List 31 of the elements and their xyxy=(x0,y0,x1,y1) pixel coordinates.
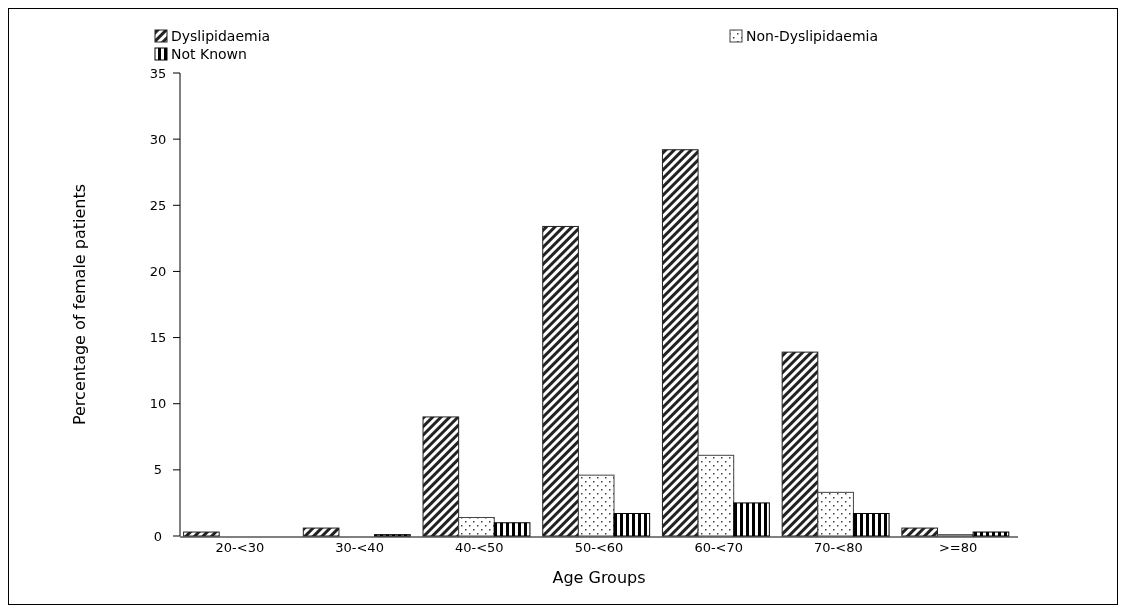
y-tick-label: 30 xyxy=(149,131,167,147)
y-tick-label: 15 xyxy=(149,330,167,346)
x-tick-label: >=80 xyxy=(938,540,978,555)
legend-label: Non-Dyslipidaemia xyxy=(746,28,879,44)
y-tick-label: 35 xyxy=(149,65,167,81)
bar xyxy=(302,527,340,537)
bar xyxy=(697,454,735,537)
x-tick-label: 60-<70 xyxy=(694,540,744,555)
bar xyxy=(577,474,615,537)
y-tick-label: 0 xyxy=(153,528,163,544)
y-tick-label: 5 xyxy=(153,462,163,478)
y-tick-label: 10 xyxy=(149,396,167,412)
bar xyxy=(781,351,819,537)
bar xyxy=(422,416,460,537)
bar xyxy=(458,516,495,537)
bar xyxy=(901,527,939,537)
bar xyxy=(661,149,699,537)
x-tick-label: 70-<80 xyxy=(814,540,863,555)
bar xyxy=(817,491,854,537)
legend-label: Dyslipidaemia xyxy=(171,28,271,44)
x-axis-title: Age Groups xyxy=(552,568,646,587)
y-tick-label: 25 xyxy=(149,197,167,213)
legend-label: Not Known xyxy=(171,46,247,62)
x-tick-label: 40-<50 xyxy=(454,540,504,555)
x-tick-label: 50-<60 xyxy=(574,540,624,555)
y-axis-title: Percentage of female patients xyxy=(70,183,89,426)
x-tick-label: 30-<40 xyxy=(335,540,384,555)
x-tick-label: 20-<30 xyxy=(215,540,265,555)
y-tick-label: 20 xyxy=(149,263,167,279)
bar xyxy=(183,531,220,537)
bar xyxy=(542,225,579,537)
